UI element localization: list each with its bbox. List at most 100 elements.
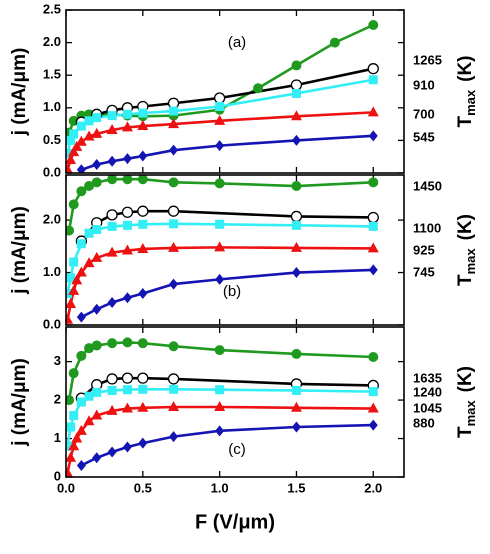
marker bbox=[121, 402, 133, 413]
marker bbox=[214, 401, 226, 411]
marker bbox=[168, 341, 179, 352]
series-group bbox=[66, 337, 379, 477]
tmax-label: 545 bbox=[413, 129, 435, 144]
marker bbox=[291, 60, 302, 71]
marker bbox=[92, 225, 102, 235]
marker bbox=[83, 257, 95, 268]
marker bbox=[137, 372, 149, 384]
marker bbox=[76, 311, 86, 323]
marker bbox=[69, 257, 79, 267]
marker bbox=[91, 409, 103, 420]
marker bbox=[215, 101, 225, 111]
marker bbox=[253, 83, 264, 94]
marker bbox=[66, 313, 74, 324]
marker bbox=[107, 446, 117, 458]
marker bbox=[107, 296, 117, 308]
marker bbox=[138, 219, 148, 229]
marker bbox=[107, 221, 117, 231]
marker bbox=[169, 384, 179, 394]
marker bbox=[291, 348, 302, 359]
marker bbox=[121, 244, 133, 255]
marker bbox=[215, 385, 225, 395]
marker bbox=[107, 111, 117, 121]
marker bbox=[290, 110, 302, 121]
y-tick-label: 1.5 bbox=[43, 67, 61, 82]
marker bbox=[84, 228, 94, 238]
marker bbox=[169, 278, 179, 290]
annotation: (a) bbox=[228, 34, 246, 51]
marker bbox=[66, 148, 73, 158]
marker bbox=[69, 129, 79, 139]
marker bbox=[169, 106, 179, 116]
series-line bbox=[66, 388, 374, 447]
marker bbox=[83, 415, 95, 426]
marker bbox=[66, 441, 73, 451]
marker bbox=[290, 241, 302, 252]
series-group bbox=[66, 175, 379, 324]
y2-label-sub: max bbox=[463, 89, 478, 116]
tmax-label: 1635 bbox=[413, 370, 442, 385]
y2-axis-label: Tmax (K) bbox=[455, 366, 478, 438]
marker bbox=[76, 397, 86, 407]
y-axis-label: j (mA/μm) bbox=[9, 206, 30, 295]
marker bbox=[76, 164, 86, 173]
y-tick-label: 2 bbox=[54, 392, 61, 407]
y-tick-label: 1.0 bbox=[43, 264, 61, 279]
marker bbox=[66, 467, 73, 477]
marker bbox=[91, 177, 102, 188]
marker bbox=[122, 385, 132, 395]
marker bbox=[71, 432, 83, 443]
tmax-label: 880 bbox=[413, 415, 435, 430]
marker bbox=[92, 113, 102, 123]
marker bbox=[367, 242, 379, 253]
marker bbox=[367, 211, 379, 224]
marker bbox=[68, 199, 79, 210]
marker bbox=[107, 155, 117, 167]
marker bbox=[290, 79, 303, 91]
marker bbox=[368, 75, 378, 85]
series-group bbox=[66, 19, 379, 173]
marker bbox=[83, 130, 95, 141]
x-tick-label: 2.0 bbox=[364, 480, 382, 495]
marker bbox=[76, 350, 87, 361]
y2-label-unit: (K) bbox=[455, 55, 476, 81]
marker bbox=[368, 387, 378, 397]
y-tick-label: 0.5 bbox=[43, 132, 61, 147]
marker bbox=[106, 209, 118, 221]
y2-label-unit: (K) bbox=[455, 366, 476, 392]
y-axis-label: j (mA/μm) bbox=[9, 358, 30, 447]
marker bbox=[368, 419, 378, 431]
marker bbox=[368, 264, 378, 276]
marker bbox=[92, 452, 102, 464]
marker bbox=[168, 241, 180, 252]
marker bbox=[138, 108, 148, 118]
marker bbox=[66, 451, 77, 462]
x-tick-label: 0.5 bbox=[134, 480, 152, 495]
marker bbox=[66, 225, 75, 236]
marker bbox=[291, 134, 301, 146]
marker bbox=[214, 178, 225, 189]
y2-label-sub: max bbox=[463, 400, 478, 427]
marker bbox=[75, 135, 87, 146]
y2-label-sub: max bbox=[463, 248, 478, 275]
marker bbox=[215, 425, 225, 437]
marker bbox=[92, 387, 102, 397]
plot-frame bbox=[65, 9, 405, 174]
marker bbox=[215, 273, 225, 285]
x-tick-label: 1.5 bbox=[287, 480, 305, 495]
y-tick-label: 0 bbox=[54, 468, 61, 483]
marker bbox=[75, 424, 87, 435]
y2-label-main: T bbox=[455, 116, 476, 128]
marker bbox=[368, 352, 379, 362]
marker bbox=[75, 266, 87, 277]
tmax-label: 1045 bbox=[413, 400, 442, 415]
marker bbox=[121, 121, 133, 132]
marker bbox=[291, 385, 301, 395]
panel: 0.0 0.5 1.0 1.5 2.0 2.5 (a) 1265 910 700 545 j (mA/… bbox=[9, 1, 478, 179]
series-line bbox=[80, 134, 374, 171]
marker bbox=[66, 395, 75, 406]
marker bbox=[137, 120, 149, 131]
marker bbox=[66, 153, 77, 164]
marker bbox=[106, 373, 118, 385]
marker bbox=[138, 150, 148, 162]
